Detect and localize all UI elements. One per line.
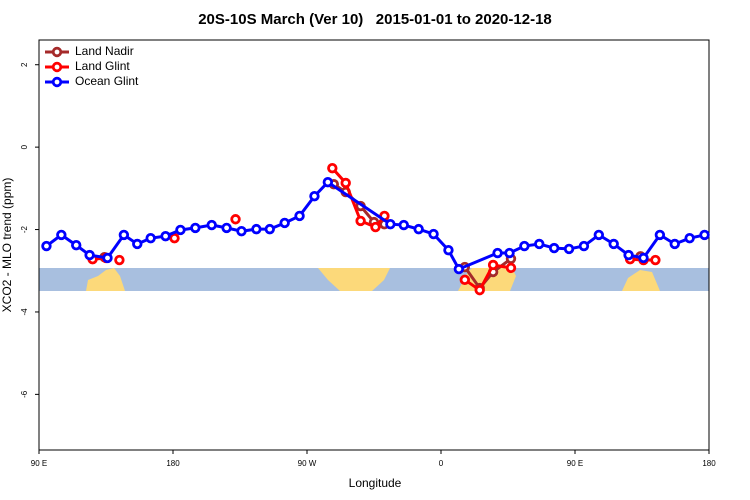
legend-marker (51, 61, 63, 73)
data-point (206, 219, 217, 231)
data-point (169, 233, 180, 244)
data-point (236, 225, 247, 237)
legend-label: Ocean Glint (75, 74, 139, 88)
data-point (654, 229, 666, 241)
data-point (294, 210, 305, 222)
x-tick-label: 180 (702, 459, 716, 468)
data-point (578, 240, 590, 252)
legend-marker (51, 46, 63, 58)
data-point (487, 259, 499, 271)
chart-title: 20S-10S March (Ver 10) 2015-01-01 to 202… (198, 11, 552, 28)
data-point (114, 254, 125, 266)
x-tick-label: 90 W (298, 459, 317, 468)
data-point (623, 249, 634, 261)
data-point (279, 217, 290, 229)
data-point (118, 229, 130, 241)
land-area (622, 270, 660, 291)
data-point (684, 233, 695, 244)
data-point (548, 242, 560, 254)
data-point (453, 263, 465, 275)
land-mask (39, 268, 709, 291)
data-point (84, 249, 95, 261)
data-point (593, 229, 605, 241)
data-point (505, 262, 517, 274)
y-axis-label: XCO2 - MLO trend (ppm) (0, 178, 14, 313)
data-point (41, 240, 52, 252)
data-point (638, 252, 649, 264)
data-point (322, 176, 334, 188)
land-area (318, 268, 390, 291)
data-point (56, 229, 67, 241)
data-point (264, 223, 275, 235)
y-tick-label: -4 (20, 308, 29, 316)
data-point (650, 254, 661, 266)
data-point (340, 177, 351, 189)
data-point (385, 218, 396, 230)
data-point (71, 240, 82, 251)
legend-marker (51, 76, 63, 88)
data-point (699, 229, 710, 241)
data-point (563, 243, 575, 255)
data-point (443, 244, 454, 256)
data-point (309, 190, 320, 202)
data-point (102, 252, 113, 264)
data-point (190, 222, 201, 234)
x-tick-label: 180 (166, 459, 180, 468)
data-point (413, 223, 424, 235)
data-point (519, 240, 530, 252)
data-point (327, 162, 338, 174)
data-point (370, 221, 381, 233)
legend-label: Land Nadir (75, 44, 134, 58)
data-point (669, 238, 680, 250)
data-point (230, 214, 241, 225)
x-tick-label: 90 E (567, 459, 583, 468)
data-point (355, 215, 366, 227)
data-point (221, 222, 232, 234)
data-point (160, 230, 171, 242)
plot-frame (38, 39, 710, 451)
data-point (132, 238, 143, 250)
x-tick-label: 0 (439, 459, 444, 468)
y-tick-label: 0 (20, 144, 29, 149)
data-point (474, 284, 485, 296)
data-point (459, 274, 471, 286)
data-point (504, 247, 515, 259)
data-point (534, 238, 545, 250)
data-point (175, 224, 186, 236)
data-point (492, 247, 503, 259)
y-tick-label: 2 (20, 62, 29, 67)
y-tick-label: -6 (20, 390, 29, 398)
data-point (251, 223, 262, 235)
data-point (145, 233, 156, 244)
data-point (428, 228, 439, 240)
x-tick-label: 90 E (31, 459, 47, 468)
legend-label: Land Glint (75, 59, 130, 73)
land-area (86, 268, 125, 291)
data-point (398, 219, 409, 231)
data-point (608, 238, 619, 250)
y-tick-label: -2 (20, 225, 29, 233)
x-axis-label: Longitude (349, 476, 402, 490)
